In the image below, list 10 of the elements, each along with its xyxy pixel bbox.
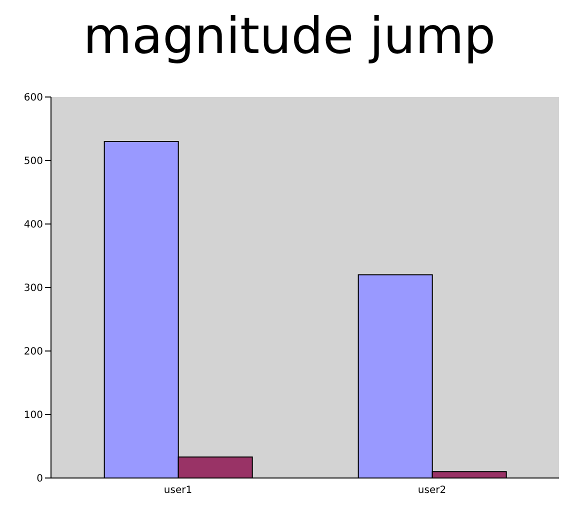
chart-title: magnitude jump [82, 7, 497, 67]
x-tick-label: user1 [164, 485, 192, 496]
y-tick-label: 100 [24, 410, 43, 422]
y-tick-label: 600 [24, 92, 43, 104]
y-tick-label: 0 [36, 474, 43, 485]
y-tick-label: 500 [24, 156, 43, 168]
y-tick-label: 400 [24, 220, 43, 231]
x-tick-label: user2 [418, 485, 446, 496]
y-tick-label: 300 [24, 283, 43, 294]
y-tick-label: 200 [24, 346, 43, 358]
